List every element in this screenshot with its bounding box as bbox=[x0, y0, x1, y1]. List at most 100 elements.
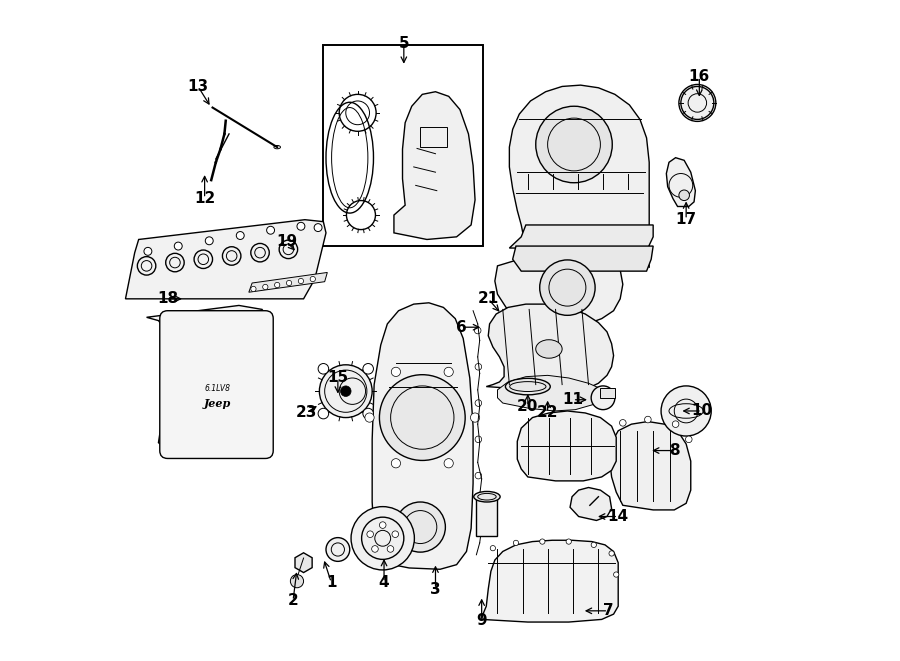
Circle shape bbox=[314, 223, 322, 231]
Polygon shape bbox=[125, 219, 326, 299]
Polygon shape bbox=[509, 225, 653, 248]
Polygon shape bbox=[570, 487, 612, 520]
Circle shape bbox=[351, 506, 414, 570]
FancyBboxPatch shape bbox=[323, 45, 483, 246]
Polygon shape bbox=[248, 272, 328, 292]
Circle shape bbox=[318, 364, 328, 374]
Circle shape bbox=[297, 222, 305, 230]
Circle shape bbox=[662, 386, 711, 436]
Polygon shape bbox=[495, 250, 623, 327]
Text: 1: 1 bbox=[326, 575, 337, 590]
Circle shape bbox=[513, 540, 518, 545]
Circle shape bbox=[392, 459, 400, 468]
Text: 2: 2 bbox=[288, 594, 299, 608]
Ellipse shape bbox=[473, 491, 500, 502]
Circle shape bbox=[320, 365, 373, 418]
Polygon shape bbox=[518, 411, 617, 481]
Polygon shape bbox=[498, 375, 603, 411]
Circle shape bbox=[619, 420, 626, 426]
FancyBboxPatch shape bbox=[600, 388, 615, 398]
Text: 22: 22 bbox=[537, 405, 558, 420]
Circle shape bbox=[614, 572, 619, 577]
Circle shape bbox=[263, 284, 268, 290]
Circle shape bbox=[392, 531, 399, 537]
Polygon shape bbox=[394, 92, 475, 239]
Text: 6.1LV8: 6.1LV8 bbox=[205, 384, 230, 393]
Circle shape bbox=[536, 106, 612, 182]
Text: 17: 17 bbox=[676, 212, 697, 227]
Circle shape bbox=[266, 226, 274, 234]
Ellipse shape bbox=[506, 378, 550, 395]
Text: Jeep: Jeep bbox=[204, 397, 231, 408]
Circle shape bbox=[372, 545, 378, 552]
Circle shape bbox=[566, 539, 572, 544]
Circle shape bbox=[144, 247, 152, 255]
Text: 3: 3 bbox=[430, 582, 441, 597]
Text: 8: 8 bbox=[669, 443, 680, 458]
Circle shape bbox=[318, 408, 328, 419]
Polygon shape bbox=[373, 303, 473, 569]
Text: 6: 6 bbox=[456, 320, 467, 334]
Circle shape bbox=[392, 368, 400, 377]
Text: 20: 20 bbox=[518, 399, 538, 414]
Polygon shape bbox=[509, 85, 649, 268]
Text: 10: 10 bbox=[691, 403, 713, 418]
Circle shape bbox=[310, 276, 315, 282]
Text: 18: 18 bbox=[158, 292, 178, 306]
Circle shape bbox=[326, 537, 350, 561]
Circle shape bbox=[591, 386, 615, 410]
Text: 11: 11 bbox=[562, 392, 583, 407]
Circle shape bbox=[175, 242, 182, 250]
Circle shape bbox=[291, 574, 303, 588]
Circle shape bbox=[367, 531, 374, 537]
Circle shape bbox=[681, 87, 714, 120]
Circle shape bbox=[363, 408, 374, 419]
Circle shape bbox=[363, 364, 374, 374]
Circle shape bbox=[395, 502, 446, 552]
Circle shape bbox=[444, 368, 454, 377]
Text: 16: 16 bbox=[688, 69, 710, 84]
Circle shape bbox=[380, 375, 465, 461]
Polygon shape bbox=[609, 422, 691, 510]
Circle shape bbox=[298, 278, 303, 284]
FancyBboxPatch shape bbox=[160, 311, 274, 459]
Polygon shape bbox=[482, 540, 618, 622]
Text: 5: 5 bbox=[399, 36, 410, 51]
Text: 14: 14 bbox=[608, 509, 629, 524]
Text: 12: 12 bbox=[194, 191, 215, 206]
Circle shape bbox=[591, 542, 597, 547]
Circle shape bbox=[251, 286, 256, 292]
Circle shape bbox=[380, 522, 386, 528]
Polygon shape bbox=[486, 304, 614, 393]
Circle shape bbox=[364, 413, 374, 422]
Text: 23: 23 bbox=[295, 405, 317, 420]
Text: 4: 4 bbox=[379, 575, 390, 590]
Circle shape bbox=[679, 190, 689, 200]
Circle shape bbox=[444, 459, 454, 468]
FancyBboxPatch shape bbox=[476, 498, 498, 536]
Circle shape bbox=[540, 539, 545, 544]
Circle shape bbox=[609, 551, 614, 556]
Text: 19: 19 bbox=[276, 234, 297, 249]
Text: 9: 9 bbox=[476, 613, 487, 628]
Circle shape bbox=[672, 421, 679, 428]
Circle shape bbox=[274, 282, 280, 288]
Circle shape bbox=[471, 413, 480, 422]
Circle shape bbox=[686, 436, 692, 443]
Circle shape bbox=[237, 231, 244, 239]
Polygon shape bbox=[666, 158, 696, 206]
Circle shape bbox=[205, 237, 213, 245]
Text: 15: 15 bbox=[328, 371, 348, 385]
Circle shape bbox=[286, 280, 292, 286]
Polygon shape bbox=[513, 246, 653, 271]
Polygon shape bbox=[147, 305, 271, 457]
Polygon shape bbox=[295, 553, 312, 572]
Circle shape bbox=[340, 386, 351, 397]
Circle shape bbox=[491, 545, 496, 551]
Text: 7: 7 bbox=[603, 603, 614, 618]
Text: 21: 21 bbox=[478, 292, 499, 306]
Circle shape bbox=[644, 416, 652, 423]
Text: 13: 13 bbox=[187, 79, 209, 94]
Circle shape bbox=[387, 545, 394, 552]
Ellipse shape bbox=[536, 340, 562, 358]
